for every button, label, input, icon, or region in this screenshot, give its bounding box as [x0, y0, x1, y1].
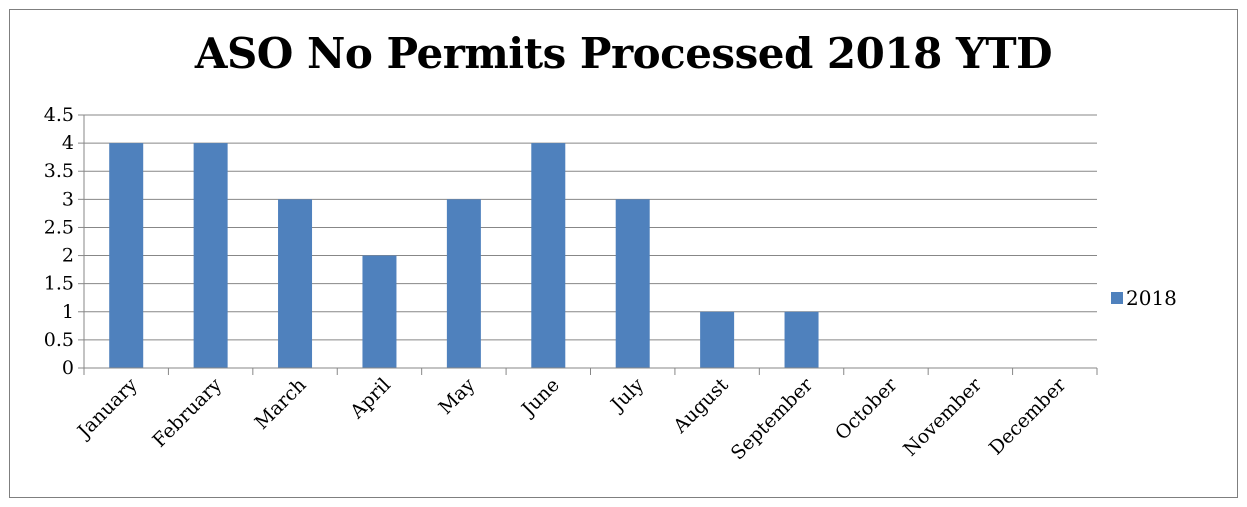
y-tick-label: 3	[62, 188, 74, 210]
y-tick-label: 0.5	[44, 329, 74, 351]
bar-february	[193, 143, 228, 368]
bar-april	[362, 255, 397, 368]
x-tick-label: October	[831, 373, 902, 444]
x-tick-label: November	[899, 373, 986, 460]
x-tick-label: July	[605, 374, 648, 417]
legend-swatch-2018	[1111, 292, 1123, 304]
x-tick-label: June	[516, 374, 564, 422]
y-tick-label: 2.5	[44, 216, 74, 238]
x-tick-label: May	[434, 374, 479, 419]
axes	[78, 114, 1098, 375]
y-tick-label: 1.5	[44, 273, 74, 295]
y-tick-label: 4.5	[44, 104, 74, 126]
x-tick-label: January	[72, 374, 142, 444]
legend: 2018	[1111, 286, 1177, 310]
y-tick-label: 2	[62, 245, 74, 267]
bar-january	[109, 143, 144, 368]
x-tick-label: April	[345, 374, 395, 424]
chart-title: ASO No Permits Processed 2018 YTD	[194, 29, 1053, 78]
y-tick-label: 0	[62, 357, 74, 379]
bar-september	[784, 311, 819, 368]
bar-may	[446, 199, 481, 368]
x-tick-label: March	[251, 374, 311, 434]
gridlines	[84, 114, 1097, 341]
x-tick-label: February	[148, 374, 226, 452]
x-tick-label: August	[668, 374, 732, 438]
y-tick-label: 3.5	[44, 160, 74, 182]
bar-july	[615, 199, 650, 368]
x-tick-label: September	[727, 373, 818, 464]
y-tick-label: 1	[62, 301, 74, 323]
legend-label-2018: 2018	[1126, 286, 1177, 310]
bar-june	[531, 143, 566, 368]
bars	[109, 143, 819, 368]
bar-august	[700, 311, 735, 368]
bar-march	[278, 199, 313, 368]
x-tick-label: December	[985, 373, 1071, 459]
y-tick-label: 4	[62, 132, 74, 154]
